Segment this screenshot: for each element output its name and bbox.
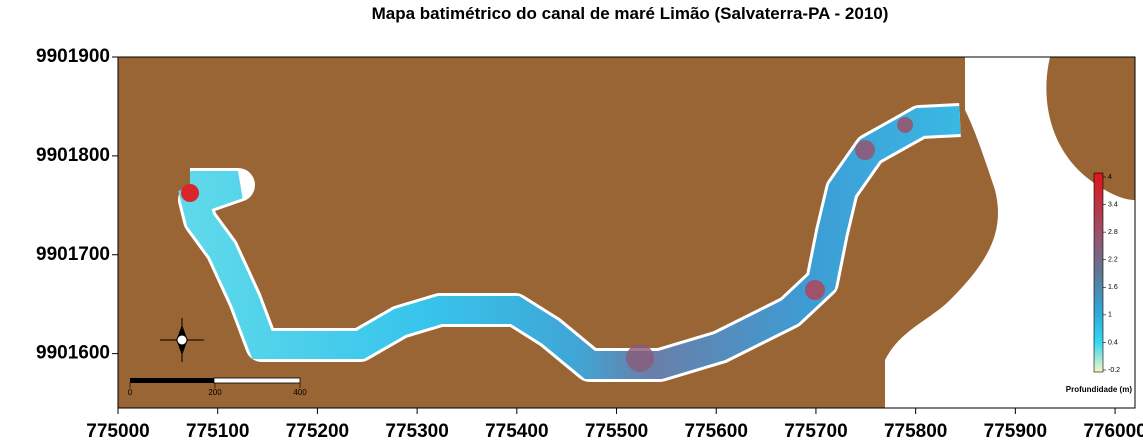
y-tick-label: 9901700 [36, 244, 110, 265]
colorbar-tick-label: 0.4 [1108, 339, 1118, 346]
deep-spot [897, 117, 913, 133]
deep-spot [855, 140, 875, 160]
colorbar-tick-label: 4 [1108, 174, 1112, 181]
deep-spot [805, 280, 825, 300]
x-tick-label: 775600 [685, 421, 748, 442]
colorbar-tick-label: 1.6 [1108, 284, 1118, 291]
x-tick-label: 775800 [884, 421, 947, 442]
deep-spot [181, 184, 199, 202]
x-tick-label: 775700 [784, 421, 847, 442]
x-tick-label: 775500 [585, 421, 648, 442]
x-tick-label: 775000 [86, 421, 149, 442]
colorbar-tick-label: 3.4 [1108, 201, 1118, 208]
x-tick-label: 775400 [485, 421, 548, 442]
y-tick-label: 9901800 [36, 145, 110, 166]
x-tick-label: 775900 [984, 421, 1047, 442]
colorbar-tick-label: -0.2 [1108, 367, 1120, 374]
scale-bar-white [213, 377, 301, 384]
deep-spot [626, 344, 654, 372]
scale-bar-label: 400 [293, 388, 307, 397]
colorbar [1093, 172, 1104, 373]
colorbar-title: Profundidade (m) [1066, 385, 1133, 394]
scale-bar-label: 200 [208, 388, 222, 397]
x-tick-label: 775100 [186, 421, 249, 442]
map-area [118, 57, 1135, 408]
colorbar-tick-label: 1 [1108, 312, 1112, 319]
colorbar-tick-label: 2.2 [1108, 257, 1118, 264]
title: Mapa batimétrico do canal de maré Limão … [372, 4, 889, 23]
y-tick-label: 9901900 [36, 46, 110, 67]
y-tick-label: 9901600 [36, 343, 110, 364]
x-tick-label: 775200 [286, 421, 349, 442]
scale-bar-black [130, 378, 214, 383]
compass [160, 318, 204, 362]
frame [117, 56, 1136, 409]
water [885, 57, 1135, 408]
x-tick-label: 776000 [1083, 421, 1143, 442]
colorbar-tick-label: 2.8 [1108, 229, 1118, 236]
channel [178, 106, 961, 379]
x-tick-label: 775300 [385, 421, 448, 442]
scale-bar-label: 0 [128, 388, 133, 397]
